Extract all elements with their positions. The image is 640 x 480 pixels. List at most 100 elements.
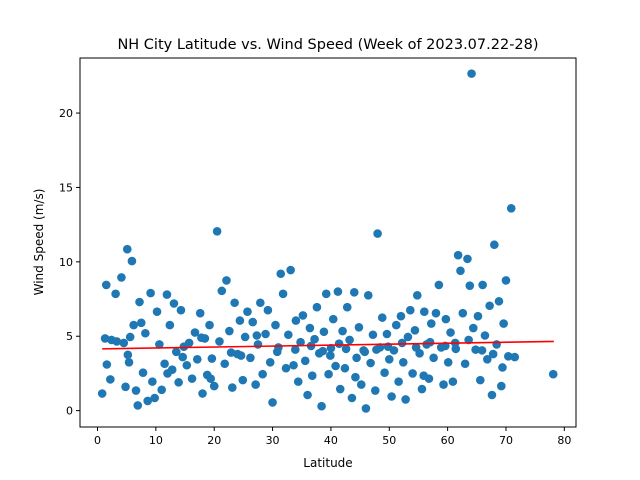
- data-point-161: [480, 331, 490, 340]
- data-point-132: [412, 291, 422, 300]
- data-point-131: [410, 325, 420, 335]
- data-point-108: [356, 380, 366, 389]
- x-tick-label: 10: [149, 434, 163, 447]
- data-point-33: [171, 347, 181, 357]
- data-point-93: [321, 289, 331, 299]
- data-point-1: [100, 334, 110, 343]
- data-point-29: [162, 290, 172, 299]
- chart-title: NH City Latitude vs. Wind Speed (Week of…: [117, 37, 538, 53]
- data-point-60: [240, 332, 250, 342]
- data-point-125: [396, 311, 406, 321]
- data-point-105: [349, 288, 359, 297]
- data-point-53: [222, 276, 231, 285]
- y-tick-label: 10: [59, 256, 73, 269]
- data-point-124: [394, 377, 403, 386]
- data-point-52: [220, 359, 230, 369]
- data-point-145: [443, 357, 453, 367]
- data-point-46: [205, 320, 214, 330]
- data-point-150: [456, 266, 465, 276]
- data-point-3: [102, 360, 112, 369]
- data-point-39: [187, 374, 197, 383]
- data-point-23: [148, 377, 157, 386]
- data-point-166: [492, 340, 501, 349]
- data-point-156: [469, 323, 478, 333]
- data-point-163: [485, 301, 494, 311]
- data-point-160: [478, 280, 487, 290]
- data-point-128: [403, 332, 413, 342]
- data-point-69: [263, 305, 273, 315]
- data-point-178: [178, 352, 187, 362]
- x-axis-label: Latitude: [303, 456, 352, 470]
- data-point-68: [261, 329, 270, 339]
- data-point-88: [310, 334, 319, 344]
- data-point-171: [504, 352, 513, 361]
- data-point-179: [197, 333, 206, 343]
- data-point-81: [293, 377, 303, 386]
- data-point-2: [101, 280, 111, 290]
- data-point-78: [286, 265, 295, 275]
- data-point-159: [476, 375, 485, 385]
- data-point-203: [498, 363, 507, 372]
- data-point-120: [384, 355, 394, 364]
- data-point-201: [477, 346, 487, 355]
- data-point-149: [453, 250, 463, 260]
- data-point-16: [131, 386, 141, 395]
- data-point-15: [129, 320, 138, 330]
- data-point-180: [206, 374, 216, 383]
- data-point-50: [215, 337, 224, 346]
- data-point-153: [463, 254, 472, 264]
- data-point-97: [331, 361, 340, 371]
- data-point-19: [136, 318, 146, 328]
- data-point-167: [494, 296, 504, 306]
- data-point-146: [446, 328, 455, 337]
- data-point-59: [238, 375, 248, 385]
- data-point-164: [487, 390, 497, 400]
- data-point-37: [182, 360, 192, 370]
- data-point-183: [252, 331, 262, 340]
- data-point-12: [125, 332, 135, 342]
- data-point-162: [483, 355, 492, 364]
- data-point-70: [265, 357, 275, 367]
- data-point-98: [333, 287, 343, 296]
- data-point-101: [340, 363, 350, 373]
- data-point-38: [184, 338, 194, 348]
- data-point-106: [352, 353, 361, 363]
- data-point-35: [176, 305, 186, 315]
- data-point-152: [460, 359, 470, 369]
- data-point-168: [497, 381, 506, 391]
- data-point-42: [195, 308, 205, 318]
- data-point-112: [366, 358, 375, 368]
- data-point-181: [226, 348, 236, 357]
- data-point-199: [451, 344, 461, 354]
- data-point-26: [155, 340, 164, 349]
- data-point-196: [411, 343, 421, 352]
- data-point-139: [429, 353, 438, 363]
- data-point-63: [248, 317, 258, 327]
- data-point-83: [298, 311, 308, 320]
- data-point-14: [127, 256, 137, 266]
- data-point-129: [405, 305, 415, 315]
- data-point-182: [236, 351, 246, 360]
- x-tick-label: 40: [324, 434, 338, 447]
- data-point-123: [391, 320, 401, 330]
- data-point-111: [363, 291, 373, 300]
- data-point-17: [133, 401, 143, 410]
- data-point-51: [217, 286, 227, 296]
- data-point-175: [112, 337, 122, 346]
- data-point-56: [230, 298, 239, 308]
- data-point-13: [123, 350, 133, 360]
- data-point-170: [501, 276, 511, 285]
- data-point-107: [354, 323, 364, 332]
- data-point-71: [268, 398, 277, 407]
- data-point-121: [387, 392, 396, 401]
- data-point-75: [278, 289, 288, 299]
- data-point-197: [425, 337, 435, 347]
- regression-line: [102, 340, 554, 350]
- data-point-6: [111, 289, 120, 299]
- data-point-143: [439, 380, 448, 389]
- data-point-30: [165, 320, 175, 330]
- data-point-144: [441, 314, 451, 324]
- x-tick-label: 60: [441, 434, 455, 447]
- data-point-141: [434, 280, 444, 290]
